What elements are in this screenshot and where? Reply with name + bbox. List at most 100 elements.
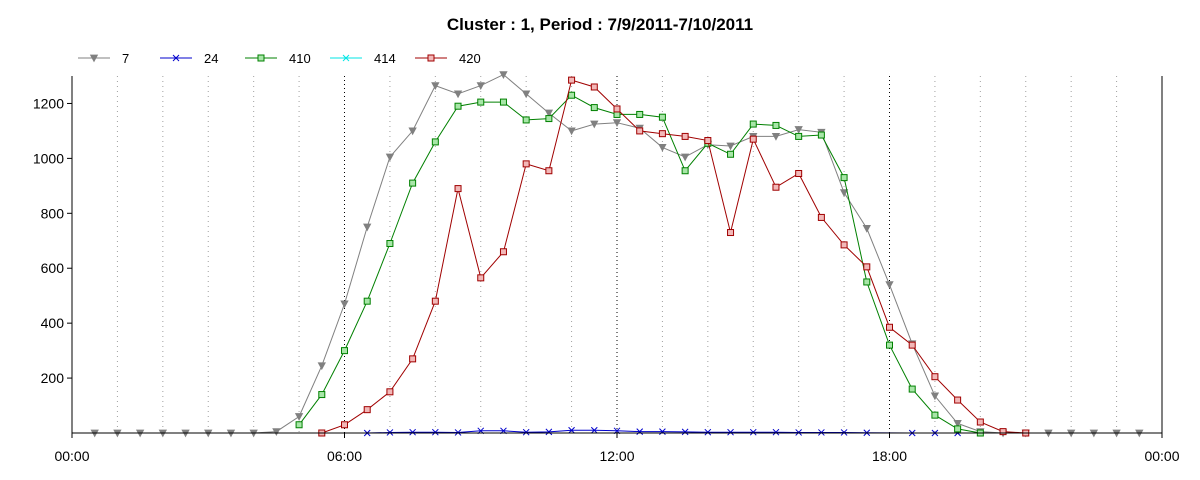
series-7-point xyxy=(521,90,531,99)
plot-area xyxy=(72,76,1162,433)
series-420-point xyxy=(772,183,780,191)
y-axis-ticks: 200 400 600 800 1000 1200 xyxy=(33,95,72,386)
series-420-point xyxy=(886,323,893,331)
series-420-point xyxy=(613,105,621,113)
series-7-point xyxy=(590,120,599,129)
series-420-point xyxy=(522,160,530,168)
series-420-point xyxy=(681,132,689,140)
series-7-point xyxy=(385,153,395,162)
series-7-point xyxy=(476,82,485,90)
series-24-point xyxy=(749,428,757,436)
series-410-point xyxy=(590,104,598,112)
series-410-point xyxy=(636,110,644,118)
series-24-point xyxy=(636,428,644,435)
legend-item-7: 7 xyxy=(78,51,129,66)
legend-item-420: 420 xyxy=(415,51,481,66)
series-7-point xyxy=(930,392,940,401)
series-420-point xyxy=(363,406,371,414)
series-420-point xyxy=(931,373,939,381)
series-7-point xyxy=(885,281,894,290)
series-420-point xyxy=(545,167,553,175)
series-420-point xyxy=(636,127,644,135)
series-410-point xyxy=(295,421,303,429)
series-24-point xyxy=(727,428,734,436)
series-410-point xyxy=(568,91,576,99)
series-layer xyxy=(90,71,1144,438)
series-420-point xyxy=(431,297,439,305)
legend-7-point xyxy=(89,54,99,63)
legend: 7 24 410 414 420 xyxy=(78,51,481,66)
legend-item-414: 414 xyxy=(330,51,396,66)
series-24-point xyxy=(431,428,439,436)
x-tick-label: 12:00 xyxy=(599,448,634,464)
series-7-point xyxy=(794,126,803,134)
series-410-point xyxy=(840,174,848,182)
series-7-point xyxy=(408,127,417,136)
series-410-point xyxy=(363,297,371,305)
x-tick-label: 18:00 xyxy=(872,448,907,464)
legend-item-410: 410 xyxy=(245,51,311,66)
series-420-point xyxy=(409,355,417,363)
series-410-point xyxy=(386,240,394,248)
x-tick-label: 06:00 xyxy=(327,448,362,464)
series-410-point xyxy=(454,102,462,110)
series-420-point xyxy=(477,274,485,282)
series-410-point xyxy=(477,98,485,106)
plot-background xyxy=(72,76,1162,433)
legend-414-point xyxy=(342,54,350,62)
series-410-point xyxy=(341,347,348,355)
series-24-point xyxy=(568,426,575,434)
y-tick-label: 200 xyxy=(41,370,65,386)
y-tick-label: 1200 xyxy=(33,95,64,111)
series-7-point xyxy=(680,153,690,162)
x-tick-label: 00:00 xyxy=(54,448,89,464)
series-420-point xyxy=(704,137,712,145)
y-tick-label: 400 xyxy=(41,315,65,331)
series-410-point xyxy=(545,115,553,123)
series-24-point xyxy=(545,428,553,436)
series-410-point xyxy=(954,425,962,433)
series-410-point xyxy=(409,179,417,187)
y-tick-label: 1000 xyxy=(33,150,64,166)
series-7-point xyxy=(363,223,372,232)
series-420-point xyxy=(863,263,871,271)
series-420-point xyxy=(658,130,666,138)
series-24-point xyxy=(659,428,666,435)
legend-label: 7 xyxy=(122,51,129,66)
series-7-point xyxy=(340,300,349,309)
series-410-point xyxy=(681,167,689,175)
series-24-point xyxy=(590,426,598,434)
series-410-point xyxy=(931,411,939,419)
series-420-point xyxy=(499,248,507,256)
series-420-point xyxy=(976,418,984,426)
series-7-point xyxy=(544,109,554,118)
x-axis-ticks: 00:00 06:00 12:00 18:00 00:00 xyxy=(54,433,1180,464)
series-7-point xyxy=(612,119,622,128)
series-7-point xyxy=(294,413,304,421)
series-420-point xyxy=(386,388,394,396)
legend-410-point xyxy=(257,54,265,62)
series-7-point xyxy=(272,428,281,436)
series-410-point xyxy=(795,132,803,140)
series-24 xyxy=(363,426,961,437)
x-tick-label: 00:00 xyxy=(1144,448,1179,464)
series-420-point xyxy=(454,185,462,193)
series-410-point xyxy=(431,138,439,146)
series-420-point xyxy=(795,169,803,177)
series-7-point xyxy=(567,127,576,136)
series-24-point xyxy=(795,429,803,436)
series-24-point xyxy=(681,428,689,436)
series-420-point xyxy=(568,76,576,84)
series-420-point xyxy=(840,241,848,249)
legend-420-point xyxy=(427,54,435,62)
series-420-point xyxy=(590,83,598,91)
chart-title: Cluster : 1, Period : 7/9/2011-7/10/2011 xyxy=(447,15,753,34)
series-410 xyxy=(295,91,984,437)
series-410-point xyxy=(318,391,326,399)
series-420-point xyxy=(341,421,348,429)
series-7-point xyxy=(453,90,463,99)
series-7-point xyxy=(953,419,962,428)
series-24-point xyxy=(409,428,416,436)
series-410-point xyxy=(499,98,507,106)
